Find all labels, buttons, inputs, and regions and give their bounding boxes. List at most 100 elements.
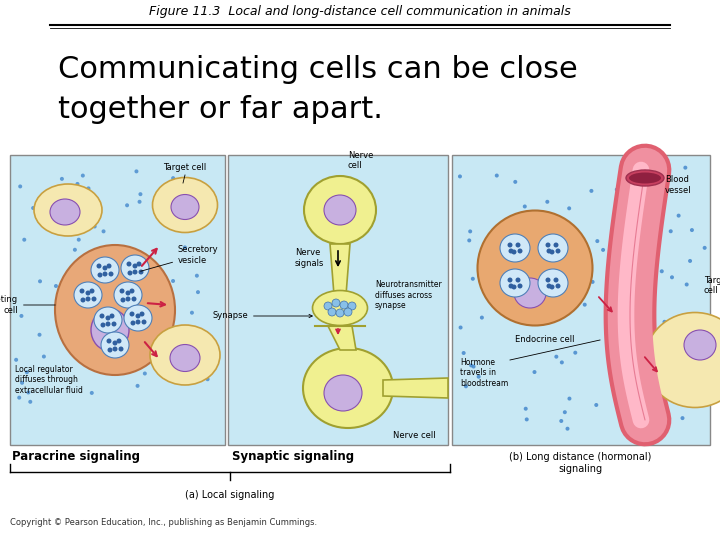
Circle shape <box>195 274 199 278</box>
Circle shape <box>680 416 685 420</box>
Circle shape <box>22 238 26 242</box>
Circle shape <box>650 291 654 294</box>
Ellipse shape <box>170 345 200 372</box>
Circle shape <box>107 339 112 343</box>
Text: Endocrine cell: Endocrine cell <box>515 335 575 344</box>
Circle shape <box>516 242 521 247</box>
Circle shape <box>86 186 91 191</box>
Circle shape <box>25 370 29 374</box>
Circle shape <box>652 262 655 266</box>
Circle shape <box>634 185 637 189</box>
Circle shape <box>38 279 42 284</box>
Circle shape <box>488 298 492 301</box>
Circle shape <box>324 302 332 310</box>
Circle shape <box>533 370 536 374</box>
Ellipse shape <box>684 330 716 360</box>
Circle shape <box>135 314 140 319</box>
Circle shape <box>677 373 681 377</box>
Circle shape <box>525 417 528 421</box>
Circle shape <box>79 288 84 294</box>
Circle shape <box>117 339 122 343</box>
Circle shape <box>135 170 138 173</box>
Circle shape <box>459 326 462 329</box>
Ellipse shape <box>538 234 568 262</box>
Circle shape <box>204 356 207 360</box>
Circle shape <box>86 291 91 295</box>
Circle shape <box>71 291 75 295</box>
Circle shape <box>109 314 114 319</box>
Circle shape <box>546 242 551 247</box>
Circle shape <box>657 219 662 223</box>
Circle shape <box>171 279 175 283</box>
Circle shape <box>565 427 570 431</box>
Circle shape <box>615 187 618 192</box>
Circle shape <box>136 332 140 335</box>
Circle shape <box>102 272 107 276</box>
Circle shape <box>130 312 135 316</box>
FancyBboxPatch shape <box>452 155 710 445</box>
Circle shape <box>142 320 146 325</box>
Circle shape <box>73 248 77 252</box>
Circle shape <box>91 296 96 301</box>
Text: Communicating cells can be close: Communicating cells can be close <box>58 55 577 84</box>
Circle shape <box>523 226 527 231</box>
Circle shape <box>37 333 42 337</box>
Circle shape <box>163 314 166 318</box>
Ellipse shape <box>124 305 152 331</box>
Circle shape <box>99 314 104 319</box>
Circle shape <box>332 299 340 307</box>
Circle shape <box>137 261 142 267</box>
Circle shape <box>508 284 513 288</box>
Circle shape <box>590 189 593 193</box>
Circle shape <box>158 336 162 341</box>
Circle shape <box>636 244 640 248</box>
Circle shape <box>642 197 646 200</box>
Ellipse shape <box>121 255 149 281</box>
Ellipse shape <box>94 307 122 333</box>
Ellipse shape <box>34 184 102 236</box>
Polygon shape <box>328 326 356 350</box>
Ellipse shape <box>500 269 530 297</box>
Circle shape <box>106 315 110 321</box>
Circle shape <box>107 348 112 353</box>
Circle shape <box>132 264 138 268</box>
Circle shape <box>18 185 22 188</box>
Circle shape <box>670 275 674 279</box>
Circle shape <box>125 296 130 301</box>
FancyBboxPatch shape <box>228 155 448 445</box>
Circle shape <box>518 248 523 253</box>
Circle shape <box>703 246 706 250</box>
Circle shape <box>462 351 466 355</box>
Circle shape <box>508 237 512 241</box>
Circle shape <box>93 225 96 228</box>
Circle shape <box>89 288 94 294</box>
Text: Synaptic signaling: Synaptic signaling <box>232 450 354 463</box>
Circle shape <box>76 182 79 186</box>
Circle shape <box>683 166 688 170</box>
Circle shape <box>81 298 86 302</box>
Circle shape <box>20 381 24 385</box>
Circle shape <box>212 348 216 352</box>
Circle shape <box>595 239 599 243</box>
Circle shape <box>81 173 85 178</box>
Circle shape <box>125 291 130 295</box>
Ellipse shape <box>500 234 530 262</box>
Circle shape <box>549 249 554 254</box>
Circle shape <box>464 384 468 388</box>
Circle shape <box>102 230 106 233</box>
Circle shape <box>199 219 203 223</box>
Circle shape <box>556 248 560 253</box>
Circle shape <box>14 358 18 362</box>
Circle shape <box>601 248 605 252</box>
Circle shape <box>54 284 58 288</box>
Circle shape <box>73 198 76 201</box>
Circle shape <box>480 315 484 320</box>
Circle shape <box>132 296 137 301</box>
Circle shape <box>567 396 572 401</box>
Circle shape <box>344 308 352 316</box>
Circle shape <box>520 243 524 247</box>
Circle shape <box>579 242 582 246</box>
Circle shape <box>513 180 517 184</box>
Circle shape <box>112 321 117 327</box>
Circle shape <box>78 282 81 287</box>
